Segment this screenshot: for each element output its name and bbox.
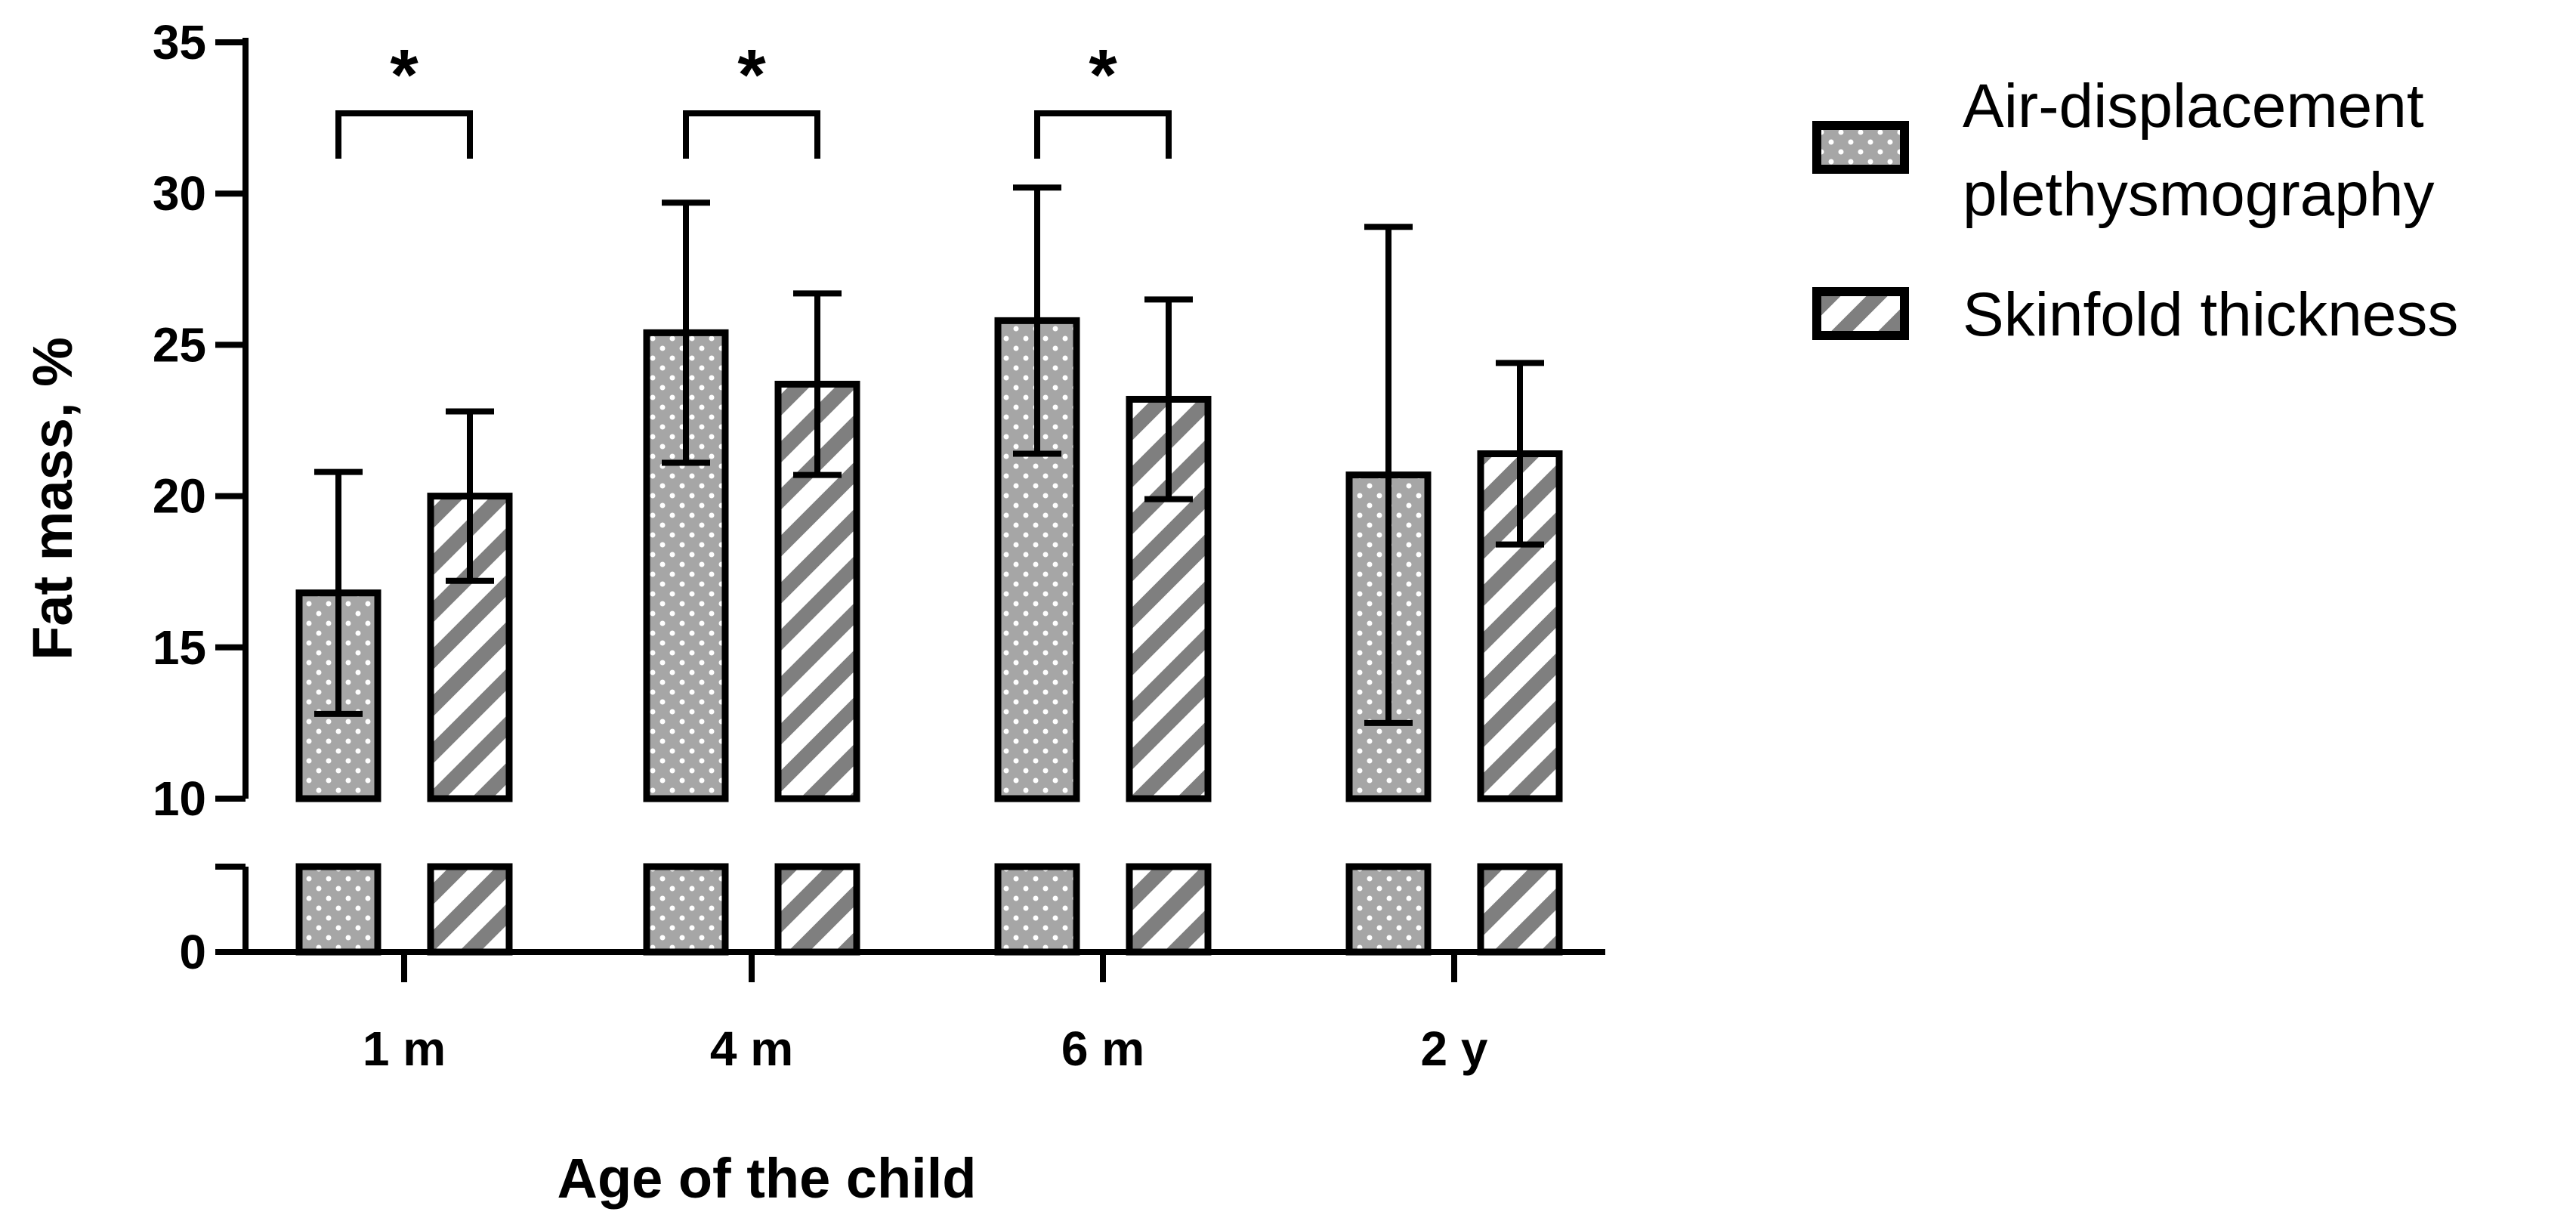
significance-star-1m: *	[390, 35, 419, 116]
x-tick-label-4m: 4 m	[710, 1022, 793, 1076]
y-tick-label-25: 25	[153, 317, 206, 372]
x-tick-label-1m: 1 m	[363, 1022, 446, 1076]
significance-bracket-1m	[335, 110, 473, 159]
significance-bracket-6m	[1034, 110, 1172, 159]
y-tick-label-15: 15	[153, 620, 206, 675]
legend-label-air-displacement-line2: plethysmography	[1963, 160, 2434, 229]
y-tick-label-35: 35	[153, 15, 206, 70]
legend: Air-displacement plethysmography Skinfol…	[1812, 72, 2458, 349]
bar-lower-skinfold-4m	[774, 863, 860, 956]
legend-label-skinfold: Skinfold thickness	[1963, 280, 2458, 349]
x-tick-label-6m: 6 m	[1061, 1022, 1144, 1076]
bars	[295, 317, 1563, 956]
bar-lower-skinfold-6m	[1126, 863, 1212, 956]
y-tick-label-30: 30	[153, 166, 206, 221]
x-axis-title: Age of the child	[558, 1147, 977, 1210]
bar-lower-skinfold-2y	[1477, 863, 1563, 956]
significance-star-4m: *	[737, 35, 766, 116]
significance-annotations: * * *	[335, 35, 1172, 159]
bar-lower-adp-4m	[643, 863, 729, 956]
bar-lower-skinfold-1m	[427, 863, 513, 956]
y-axis-title: Fat mass, %	[21, 337, 84, 660]
y-tick-label-10: 10	[153, 771, 206, 826]
y-tick-label-20: 20	[153, 469, 206, 524]
tick-labels: 0 10 15 20 25 30 35 1 m 4 m 6 m 2 y	[153, 15, 1488, 1076]
bar-lower-adp-1m	[295, 863, 381, 956]
significance-bracket-4m	[683, 110, 820, 159]
legend-swatch-air-displacement	[1812, 121, 1909, 174]
significance-star-6m: *	[1089, 35, 1117, 116]
legend-label-air-displacement-line1: Air-displacement	[1963, 72, 2424, 141]
bar-lower-adp-6m	[994, 863, 1080, 956]
legend-swatch-skinfold	[1812, 287, 1909, 340]
error-bars	[314, 184, 1544, 726]
x-tick-label-2y: 2 y	[1421, 1022, 1488, 1076]
y-tick-label-0: 0	[179, 925, 206, 979]
bar-lower-adp-2y	[1345, 863, 1432, 956]
